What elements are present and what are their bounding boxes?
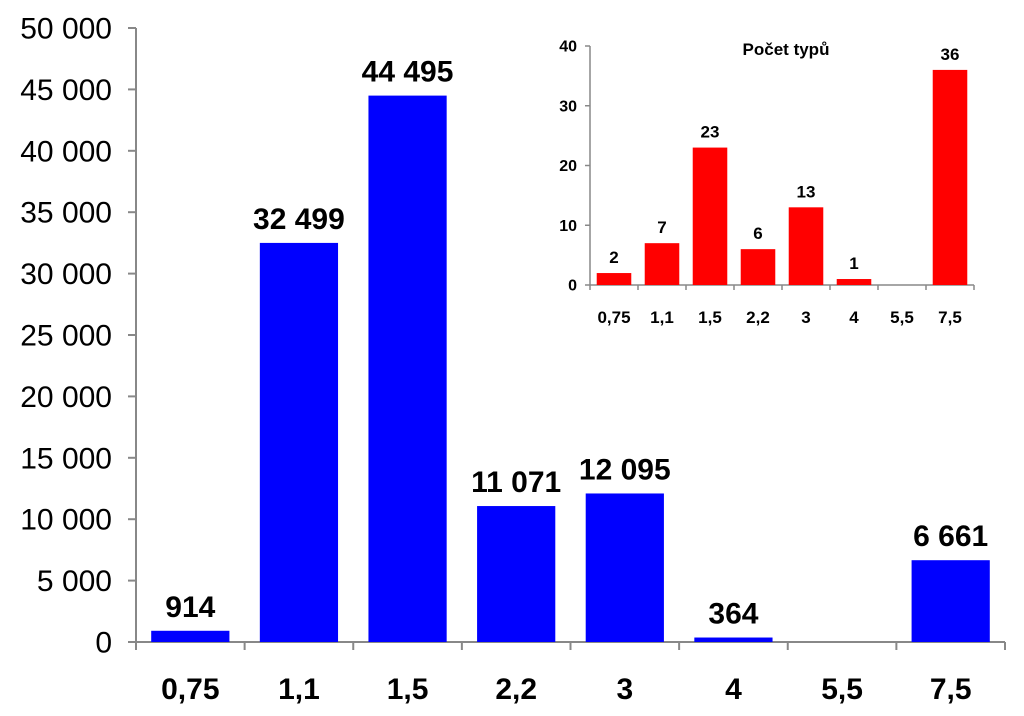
main-data-label: 364 xyxy=(708,598,758,631)
inset-y-tick-label: 30 xyxy=(559,98,577,115)
inset-data-label: 1 xyxy=(849,254,858,273)
inset-data-label: 6 xyxy=(753,224,762,243)
main-category-label: 4 xyxy=(725,673,742,706)
main-data-label: 6 661 xyxy=(913,520,988,553)
main-y-tick-label: 35 000 xyxy=(20,197,112,230)
main-data-label: 914 xyxy=(165,591,215,624)
inset-data-label: 13 xyxy=(797,182,816,201)
main-y-tick-label: 25 000 xyxy=(20,320,112,353)
inset-bar xyxy=(596,273,632,285)
inset-bar xyxy=(644,243,680,285)
main-y-tick-label: 50 000 xyxy=(20,13,112,46)
main-bar xyxy=(694,637,773,642)
main-chart: 0 5 000 10 000 15 000 20 000 25 000 30 000 35 0… xyxy=(20,13,1006,706)
main-data-label: 32 499 xyxy=(253,203,345,236)
inset-category-label: 3 xyxy=(801,308,810,327)
inset-bar xyxy=(932,69,968,286)
main-category-label: 0,75 xyxy=(161,673,219,706)
inset-category-label: 4 xyxy=(849,308,859,327)
main-bar xyxy=(259,242,339,642)
inset-y-tick-label: 20 xyxy=(559,158,577,175)
inset-chart-title: Počet typů xyxy=(743,40,830,59)
main-y-tick-label: 20 000 xyxy=(20,381,112,414)
inset-category-label: 7,5 xyxy=(938,308,962,327)
inset-bar xyxy=(836,279,872,285)
inset-data-label: 2 xyxy=(609,248,618,267)
main-category-label: 1,1 xyxy=(278,673,320,706)
main-y-tick-label: 5 000 xyxy=(37,565,112,598)
main-bar xyxy=(151,630,230,642)
main-bar xyxy=(911,560,990,642)
main-bar xyxy=(368,95,447,643)
inset-category-label: 1,1 xyxy=(650,308,674,327)
main-bar xyxy=(585,493,664,642)
main-y-tick-label: 0 xyxy=(95,627,112,660)
main-category-label: 1,5 xyxy=(387,673,429,706)
inset-category-label: 5,5 xyxy=(890,308,914,327)
inset-category-label: 1,5 xyxy=(698,308,722,327)
main-y-tick-label: 45 000 xyxy=(20,74,112,107)
inset-y-tick-label: 0 xyxy=(568,278,577,295)
inset-data-label: 23 xyxy=(701,123,720,142)
inset-data-label: 36 xyxy=(941,45,960,64)
main-category-label: 7,5 xyxy=(930,673,972,706)
main-y-tick-label: 15 000 xyxy=(20,442,112,475)
inset-chart: 0 10 20 30 40 2 0,75 7 1,1 23 1,5 6 2,2 13 3 1 4 5,5 36 7,5… xyxy=(559,39,975,327)
inset-y-tick-label: 40 xyxy=(559,39,577,56)
inset-category-label: 2,2 xyxy=(746,308,770,327)
main-data-label: 44 495 xyxy=(362,56,454,89)
inset-y-tick-label: 10 xyxy=(559,218,577,235)
inset-bar xyxy=(692,147,728,285)
main-data-label: 11 071 xyxy=(471,466,561,499)
inset-bar xyxy=(788,207,824,285)
inset-bar xyxy=(740,249,776,285)
main-y-tick-label: 10 000 xyxy=(20,504,112,537)
inset-data-label: 7 xyxy=(657,218,666,237)
main-y-tick-label: 40 000 xyxy=(20,135,112,168)
main-category-label: 2,2 xyxy=(495,673,537,706)
main-bar xyxy=(477,506,556,642)
main-y-tick-label: 30 000 xyxy=(20,258,112,291)
inset-category-label: 0,75 xyxy=(597,308,630,327)
main-category-label: 5,5 xyxy=(821,673,863,706)
main-data-label: 12 095 xyxy=(579,453,671,486)
main-category-label: 3 xyxy=(616,673,633,706)
